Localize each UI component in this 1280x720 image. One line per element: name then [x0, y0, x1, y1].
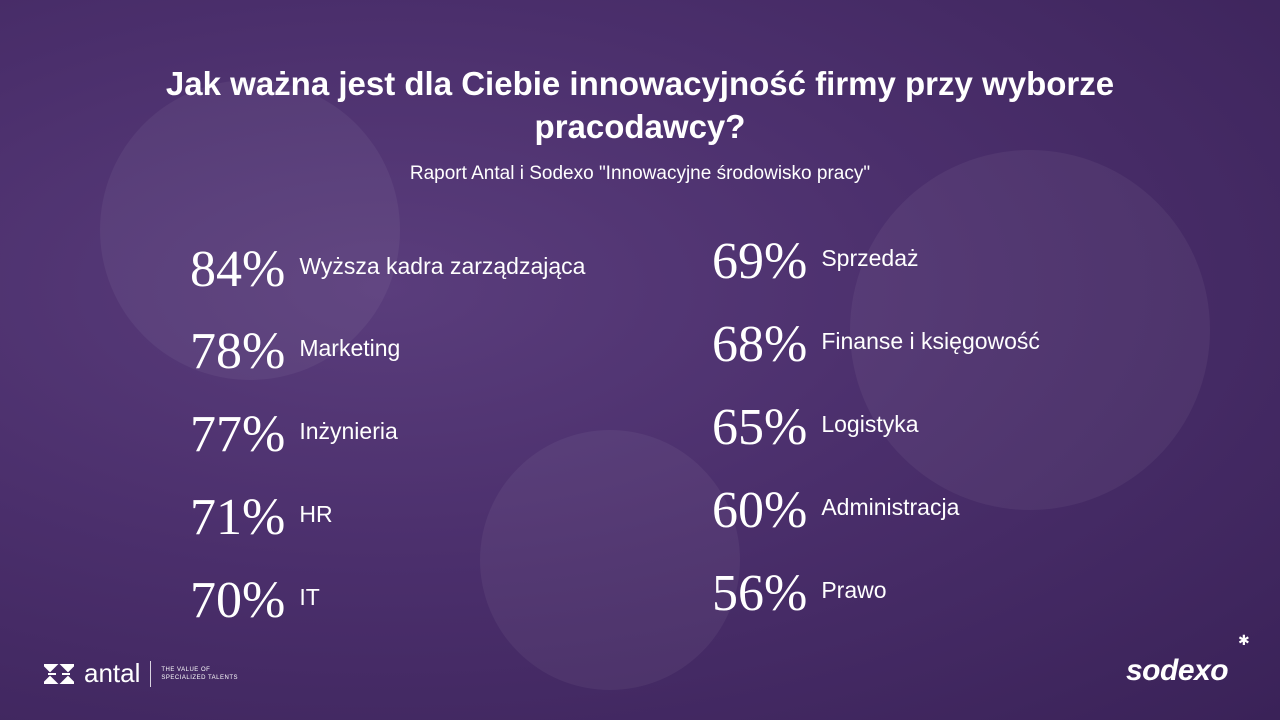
- stat-label: Marketing: [299, 335, 401, 361]
- page-title: Jak ważna jest dla Ciebie innowacyjność …: [165, 65, 1115, 145]
- background-photo-shape: [100, 80, 400, 380]
- stat-row: 71% HR: [190, 491, 333, 545]
- stat-percentage: 71%: [190, 489, 286, 546]
- stat-label: IT: [299, 584, 320, 610]
- stat-row: 68% Finanse i księgowość: [712, 318, 1040, 372]
- stat-percentage: 65%: [712, 399, 808, 456]
- stat-percentage: 60%: [712, 482, 808, 539]
- stat-label: Finanse i księgowość: [821, 328, 1040, 354]
- stat-label: Wyższa kadra zarządzająca: [299, 253, 586, 279]
- stat-percentage: 70%: [190, 572, 286, 629]
- stat-percentage: 84%: [190, 241, 286, 298]
- divider: [150, 660, 152, 687]
- stat-row: 70% IT: [190, 574, 320, 628]
- background-photo-shape: [480, 430, 740, 690]
- stat-row: 56% Prawo: [712, 567, 887, 621]
- star-icon: ✱: [1238, 632, 1250, 648]
- background-photo-shape: [850, 150, 1210, 510]
- stat-label: Sprzedaż: [821, 245, 919, 271]
- antal-wordmark: antal: [84, 658, 141, 688]
- stat-row: 84% Wyższa kadra zarządzająca: [190, 243, 585, 297]
- subtitle: Raport Antal i Sodexo "Innowacyjne środo…: [409, 163, 871, 184]
- stat-label: Prawo: [821, 577, 887, 603]
- antal-tagline: THE VALUE OF SPECIALIZED TALENTS: [161, 666, 239, 681]
- stat-row: 60% Administracja: [712, 484, 959, 538]
- stat-percentage: 69%: [712, 233, 808, 290]
- stat-label: HR: [299, 501, 333, 527]
- sodexo-logo: sodexo: [1126, 654, 1229, 687]
- stat-percentage: 68%: [712, 316, 808, 373]
- stat-percentage: 56%: [712, 565, 808, 622]
- antal-mark-icon: [44, 663, 74, 684]
- stat-row: 69% Sprzedaż: [712, 235, 919, 289]
- antal-logo: antal THE VALUE OF SPECIALIZED TALENTS: [44, 658, 251, 689]
- stat-percentage: 77%: [190, 406, 286, 463]
- header: Jak ważna jest dla Ciebie innowacyjność …: [90, 62, 1190, 186]
- stat-row: 78% Marketing: [190, 325, 400, 379]
- stat-row: 65% Logistyka: [712, 401, 919, 455]
- stat-row: 77% Inżynieria: [190, 408, 398, 462]
- stat-label: Logistyka: [821, 411, 919, 437]
- stat-percentage: 78%: [190, 323, 286, 380]
- stat-label: Administracja: [821, 494, 960, 520]
- stat-label: Inżynieria: [299, 418, 398, 444]
